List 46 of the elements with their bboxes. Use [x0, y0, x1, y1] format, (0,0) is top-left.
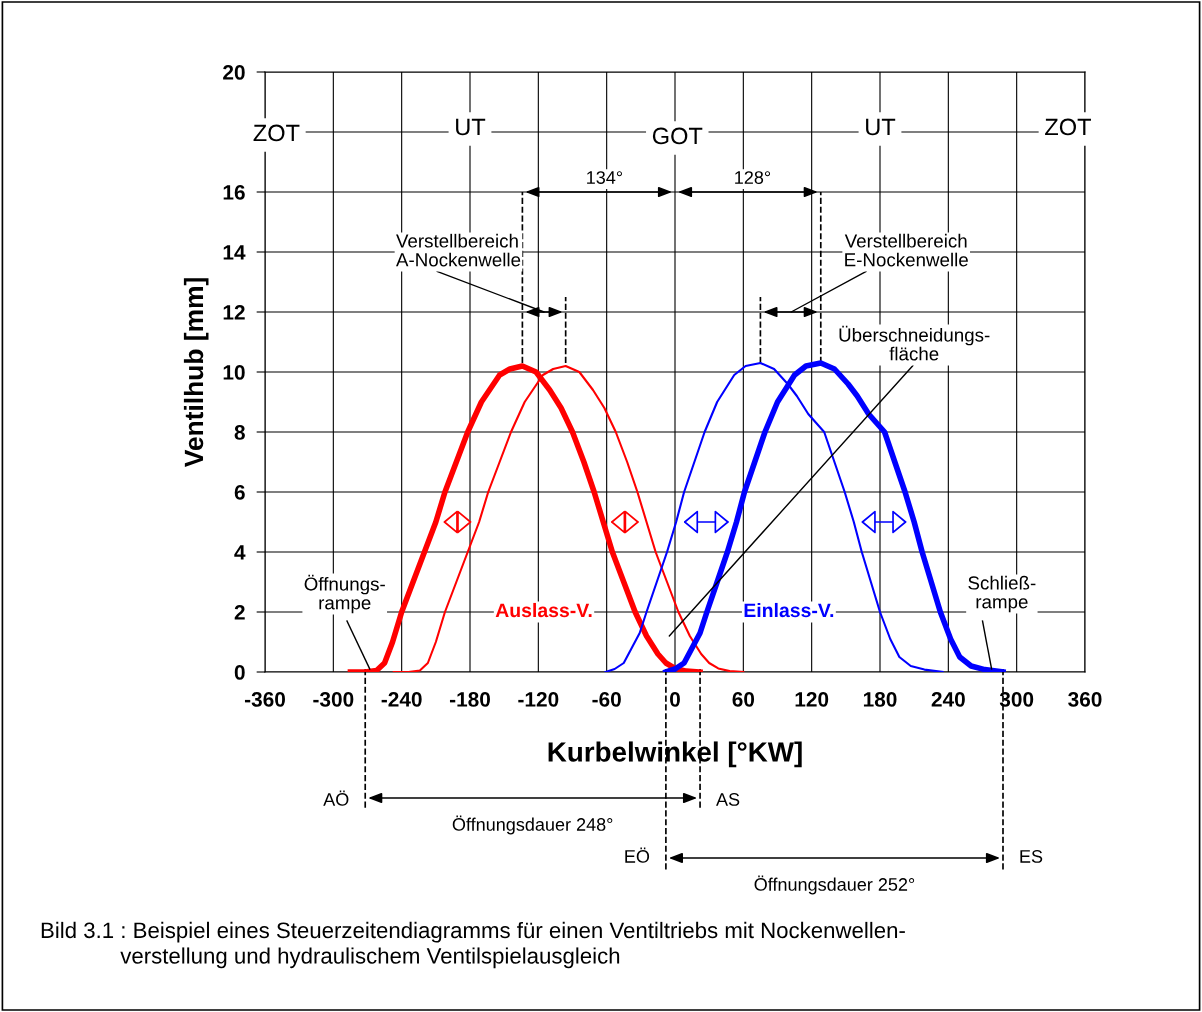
- annotation: GOT: [652, 127, 703, 145]
- annotation: Überschneidungs- fläche: [839, 325, 990, 361]
- annotation: Verstellbereich E-Nockenwelle: [844, 233, 968, 267]
- annotation: Schließ- rampe: [968, 575, 1036, 613]
- annotation: ZOT: [253, 124, 300, 142]
- y-tick-label: 2: [234, 605, 245, 620]
- y-tick-label: 0: [234, 665, 245, 680]
- annotation: Einlass-V.: [744, 602, 834, 618]
- x-tick-label: -60: [592, 691, 621, 707]
- x-tick-label: -300: [313, 691, 354, 707]
- text: Öffnungsdauer 248°: [452, 815, 613, 835]
- x-tick-label: 180: [863, 691, 897, 707]
- x-tick-label: -360: [244, 691, 285, 707]
- x-tick-label: -240: [381, 691, 422, 707]
- ref-line-label: EÖ: [625, 847, 650, 863]
- annotation: 128°: [735, 171, 771, 184]
- y-tick-label: 4: [234, 545, 246, 560]
- x-tick-label: 240: [931, 691, 965, 707]
- annotation: 134°: [587, 171, 622, 184]
- annotation: Verstellbereich A-Nockenwelle: [396, 233, 521, 267]
- annotation: UT: [456, 118, 486, 136]
- text: Öffnungsdauer 252°: [754, 875, 915, 895]
- y-axis-title: Ventilhub [mm]: [183, 278, 209, 468]
- x-tick-label: 120: [795, 691, 829, 707]
- x-tick-label: 0: [670, 691, 680, 707]
- annotation: ZOT: [1045, 118, 1091, 136]
- y-tick-label: 12: [223, 305, 245, 320]
- x-axis-title: Kurbelwinkel [°KW]: [548, 741, 802, 768]
- y-tick-label: 6: [234, 485, 245, 500]
- ref-line-label: AS: [716, 793, 740, 806]
- y-tick-label: 14: [223, 245, 246, 260]
- annotation: Auslass-V.: [495, 602, 592, 618]
- y-tick-label: 20: [223, 65, 245, 80]
- x-tick-label: -180: [449, 691, 490, 707]
- x-tick-label: -120: [518, 691, 559, 707]
- text: Bild 3.1 : Beispiel eines Steuerzeitendiagramms für einen Ventiltriebs mit Nockenwellen- verstellung und hydraulischem Ventilspielausgleich: [41, 921, 905, 969]
- y-tick-label: 8: [234, 425, 245, 440]
- x-tick-label: 60: [732, 691, 755, 707]
- x-tick-label: 360: [1068, 691, 1102, 707]
- ref-line-label: ES: [1020, 850, 1043, 863]
- ref-line-label: AÖ: [323, 790, 349, 806]
- annotation: UT: [866, 118, 896, 136]
- y-tick-label: 10: [223, 365, 245, 380]
- x-tick-label: 300: [999, 691, 1034, 707]
- y-tick-label: 16: [223, 185, 245, 200]
- annotation: Öffnungs- rampe: [304, 574, 385, 614]
